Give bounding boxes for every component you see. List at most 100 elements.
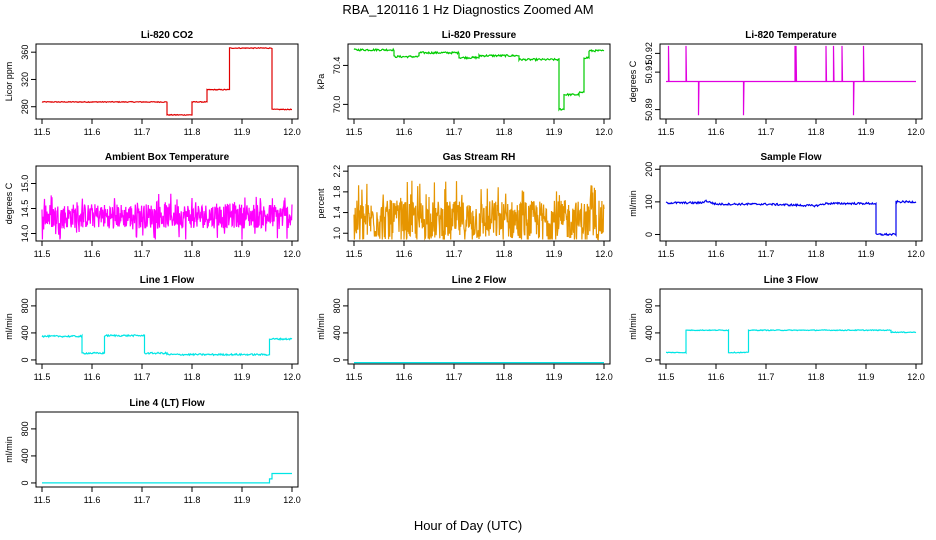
plot-frame	[35, 288, 299, 365]
x-tick-label: 11.7	[134, 127, 151, 137]
plot-frame	[659, 288, 923, 365]
x-tick-label: 12.0	[907, 249, 925, 259]
panel-4: Ambient Box Temperature 11.5 11.6 11.7 11.8 1…	[4, 152, 301, 259]
panel-2: Li-820 Pressure 11.5 11.6 11.7 11.8 11.9 12.0 7…	[316, 30, 613, 137]
x-tick-label: 11.6	[84, 249, 101, 259]
x-tick-label: 12.0	[595, 372, 613, 382]
y-tick-label: 360	[20, 45, 30, 60]
y-axis-label: degrees C	[628, 60, 638, 102]
y-tick-label: 320	[20, 72, 30, 87]
x-tick-label: 11.8	[184, 495, 201, 505]
x-tick-label: 11.5	[658, 249, 675, 259]
y-tick-label: 70.0	[332, 96, 342, 114]
x-tick-label: 11.9	[858, 127, 875, 137]
x-tick-label: 11.7	[758, 249, 775, 259]
x-tick-label: 11.9	[858, 249, 875, 259]
y-tick-label: 400	[20, 325, 30, 340]
plot-frame	[35, 43, 299, 120]
series-line	[666, 328, 917, 355]
panel-title: Ambient Box Temperature	[105, 152, 230, 163]
x-tick-label: 11.7	[446, 127, 463, 137]
series-line	[41, 47, 292, 116]
y-axis-label: ml/min	[316, 313, 326, 340]
x-tick-label: 11.9	[234, 495, 251, 505]
x-tick-label: 11.8	[496, 127, 513, 137]
x-tick-label: 11.6	[396, 372, 413, 382]
y-tick-label: 50.92	[644, 42, 654, 65]
x-tick-label: 11.8	[808, 249, 825, 259]
series-line	[665, 199, 917, 237]
x-tick-label: 11.8	[184, 249, 201, 259]
series-line	[353, 180, 605, 241]
x-tick-label: 11.5	[658, 127, 675, 137]
panel-9: Line 3 Flow 11.5 11.6 11.7 11.8 11.9 12.0 0 400 8…	[628, 275, 925, 382]
y-axis-label: Licor ppm	[4, 62, 14, 102]
panel-title: Li-820 Pressure	[442, 30, 517, 41]
y-axis-label: degrees C	[4, 182, 14, 224]
x-tick-label: 12.0	[283, 249, 301, 259]
y-tick-label: 0	[332, 357, 342, 362]
x-tick-label: 11.9	[234, 372, 251, 382]
x-tick-label: 11.9	[546, 249, 563, 259]
x-tick-label: 11.7	[758, 127, 775, 137]
y-axis-label: ml/min	[628, 190, 638, 217]
panel-title: Li-820 CO2	[141, 30, 194, 41]
x-tick-label: 11.7	[134, 495, 151, 505]
plot-frame	[347, 165, 611, 242]
panel-title: Line 2 Flow	[452, 275, 507, 286]
x-tick-label: 12.0	[595, 249, 613, 259]
y-tick-label: 15.0	[20, 175, 30, 193]
x-tick-label: 11.6	[84, 127, 101, 137]
y-tick-label: 1.8	[332, 186, 342, 199]
x-tick-label: 12.0	[283, 127, 301, 137]
panel-10: Line 4 (LT) Flow 11.5 11.6 11.7 11.8 11.9 12.0…	[4, 398, 301, 505]
plot-frame	[35, 411, 299, 488]
x-tick-label: 11.6	[708, 249, 725, 259]
panel-title: Gas Stream RH	[443, 152, 516, 163]
panel-title: Line 1 Flow	[140, 275, 195, 286]
x-tick-label: 12.0	[907, 372, 925, 382]
y-tick-label: 800	[20, 421, 30, 436]
y-tick-label: 2.2	[332, 165, 342, 178]
plot-frame	[347, 288, 611, 365]
y-tick-label: 50.91	[644, 61, 654, 84]
x-tick-label: 11.7	[134, 372, 151, 382]
panel-title: Li-820 Temperature	[745, 30, 837, 41]
y-tick-label: 400	[332, 325, 342, 340]
x-tick-label: 11.8	[808, 127, 825, 137]
panel-7: Line 1 Flow 11.5 11.6 11.7 11.8 11.9 12.0 0 400 8…	[4, 275, 301, 382]
y-tick-label: 1.4	[332, 206, 342, 219]
y-tick-label: 14.0	[20, 225, 30, 243]
y-tick-label: 100	[644, 194, 654, 209]
panel-8: Line 2 Flow 11.5 11.6 11.7 11.8 11.9 12.0 0 400 8…	[316, 275, 613, 382]
x-tick-label: 12.0	[283, 372, 301, 382]
panel-3: Li-820 Temperature 11.5 11.6 11.7 11.8 11.9 12…	[628, 30, 925, 137]
panel-title: Line 3 Flow	[764, 275, 819, 286]
y-tick-label: 0	[20, 357, 30, 362]
page-title: RBA_120116 1 Hz Diagnostics Zoomed AM	[342, 2, 594, 17]
y-tick-label: 400	[644, 325, 654, 340]
panel-title: Line 4 (LT) Flow	[129, 398, 205, 409]
x-tick-label: 11.8	[496, 249, 513, 259]
y-tick-label: 800	[20, 298, 30, 313]
y-axis-label: ml/min	[628, 313, 638, 340]
plot-frame	[659, 165, 923, 242]
y-tick-label: 400	[20, 448, 30, 463]
y-tick-label: 280	[20, 99, 30, 114]
x-tick-label: 11.5	[346, 127, 363, 137]
x-tick-label: 11.7	[446, 249, 463, 259]
x-tick-label: 11.5	[34, 249, 51, 259]
x-tick-label: 11.9	[234, 249, 251, 259]
x-tick-label: 11.6	[84, 372, 101, 382]
panel-6: Sample Flow 11.5 11.6 11.7 11.8 11.9 12.0 0 100 2…	[628, 152, 925, 259]
y-tick-label: 1.0	[332, 227, 342, 240]
y-tick-label: 800	[332, 298, 342, 313]
y-tick-label: 200	[644, 162, 654, 177]
x-tick-label: 11.5	[658, 372, 675, 382]
panel-5: Gas Stream RH 11.5 11.6 11.7 11.8 11.9 12.0 1.0…	[316, 152, 613, 259]
x-tick-label: 11.8	[184, 127, 201, 137]
plot-frame	[659, 43, 923, 120]
x-tick-label: 11.5	[34, 495, 51, 505]
series-line	[353, 47, 605, 112]
